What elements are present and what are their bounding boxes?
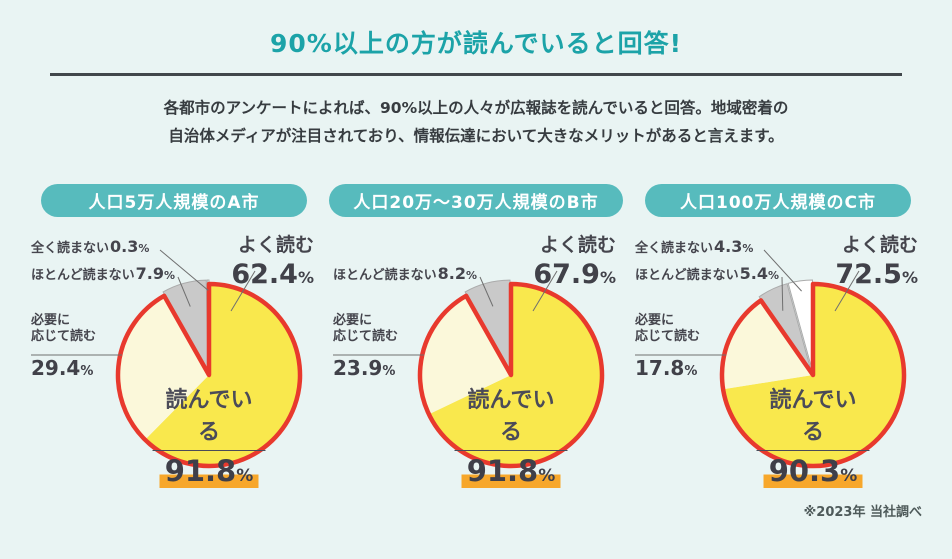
leader-line-often — [834, 270, 860, 312]
often-label-text: よく読む — [841, 234, 918, 256]
pie-slice-sometimes — [118, 295, 209, 440]
chart-b-pie-area: % ほとんど読まない8.2% よく読む 67.9% 必要に 応じて読む 23.9… — [328, 227, 624, 499]
pie-slice-rarely — [162, 279, 209, 372]
leader-line-rarely — [479, 276, 494, 307]
never-label-value: 4.3 — [714, 237, 743, 256]
chart-c-city-badge: 人口100万人規模のC市 — [645, 184, 911, 217]
description-line-1: 各都市のアンケートによれば、90%以上の人々が広報誌を読んでいると回答。地域密着… — [163, 99, 789, 117]
charts-row: 人口5万人規模のA市 全く読まない0.3% ほとんど読まない7.9% よく読む … — [0, 184, 952, 499]
label-often-a: よく読む 62.4% — [231, 230, 314, 290]
percent-sign: % — [297, 268, 314, 287]
leader-line-never — [159, 249, 209, 291]
label-often-c: よく読む 72.5% — [835, 230, 918, 290]
chart-b-city-badge: 人口20万〜30万人規模のB市 — [329, 184, 623, 217]
rarely-label-text: ほとんど読まない — [333, 268, 437, 283]
title-divider — [50, 73, 902, 76]
percent-sign: % — [80, 364, 94, 379]
description: 各都市のアンケートによれば、90%以上の人々が広報誌を読んでいると回答。地域密着… — [0, 94, 952, 150]
sometimes-label-line2: 応じて読む — [31, 329, 97, 344]
percent-sign: % — [163, 269, 175, 282]
rarely-label-value: 7.9 — [135, 264, 164, 283]
percent-sign: % — [138, 242, 150, 255]
percent-sign: % — [465, 269, 477, 282]
label-never-c: 全く読まない4.3% — [635, 237, 753, 256]
label-rarely-c: ほとんど読まない5.4% — [635, 264, 779, 283]
often-label-value: 62.4% — [231, 259, 314, 290]
label-never-a: 全く読まない0.3% — [31, 237, 149, 256]
pie-svg-a — [31, 249, 303, 469]
leader-line-rarely — [177, 276, 191, 307]
infographic-page: 90%以上の方が読んでいると回答! 各都市のアンケートによれば、90%以上の人々… — [0, 24, 952, 520]
rarely-label-text: ほとんど読まない — [31, 268, 135, 283]
sometimes-label-value: 29.4% — [31, 356, 94, 380]
rarely-label-text: ほとんど読まない — [635, 268, 739, 283]
often-label-text: よく読む — [539, 234, 616, 256]
leader-line-often — [230, 270, 256, 312]
label-sometimes-b: 必要に 応じて読む 23.9% — [333, 313, 398, 380]
sometimes-label-value: 17.8% — [635, 356, 698, 380]
pie-slice-often — [428, 284, 602, 466]
chart-a-pie-area: 全く読まない0.3% ほとんど読まない7.9% よく読む 62.4% 必要に 応… — [26, 227, 322, 499]
percent-sign: % — [767, 269, 779, 282]
sometimes-label-line1: 必要に — [31, 313, 71, 328]
sometimes-label-line1: 必要に — [635, 313, 675, 328]
percent-sign: % — [901, 268, 918, 287]
chart-a-city-badge: 人口5万人規模のA市 — [41, 184, 307, 217]
rarely-label-value: 8.2 — [437, 264, 466, 283]
pie-slice-never — [787, 279, 813, 372]
never-label-text: 全く読まない — [31, 241, 110, 256]
sometimes-label-line1: 必要に — [333, 313, 373, 328]
percent-sign: % — [742, 242, 754, 255]
often-label-value: 72.5% — [835, 259, 918, 290]
never-label-value: 0.3 — [110, 237, 139, 256]
pie-slice-rarely — [758, 283, 812, 372]
percent-sign: % — [684, 364, 698, 379]
page-title: 90%以上の方が読んでいると回答! — [270, 29, 682, 58]
survey-footnote: ※2023年 当社調べ — [803, 505, 922, 520]
label-sometimes-a: 必要に 応じて読む 29.4% — [31, 313, 96, 380]
label-sometimes-c: 必要に 応じて読む 17.8% — [635, 313, 700, 380]
never-label-text: 全く読まない — [635, 241, 714, 256]
leader-line-often — [532, 270, 558, 312]
pie-slice-often — [145, 284, 300, 466]
leader-line-rarely — [781, 276, 784, 311]
sometimes-label-value: 23.9% — [333, 356, 396, 380]
pie-slice-sometimes — [420, 295, 511, 415]
often-label-value: 67.9% — [533, 259, 616, 290]
chart-b-section: 人口20万〜30万人規模のB市 % ほとんど読まない8.2% よく読む 67.9… — [328, 184, 624, 499]
label-rarely-b: ほとんど読まない8.2% — [333, 264, 477, 283]
leader-line-never — [763, 249, 802, 292]
description-line-2: 自治体メディアが注目されており、情報伝達において大きなメリットがあると言えます。 — [168, 127, 784, 145]
pie-slice-sometimes — [722, 300, 813, 390]
label-often-b: よく読む 67.9% — [533, 230, 616, 290]
rarely-label-value: 5.4 — [739, 264, 768, 283]
chart-a-section: 人口5万人規模のA市 全く読まない0.3% ほとんど読まない7.9% よく読む … — [26, 184, 322, 499]
chart-c-pie-area: 全く読まない4.3% ほとんど読まない5.4% よく読む 72.5% 必要に 応… — [630, 227, 926, 499]
pie-svg-c — [635, 249, 907, 469]
percent-sign: % — [599, 268, 616, 287]
sometimes-label-line2: 応じて読む — [333, 329, 399, 344]
often-label-text: よく読む — [237, 234, 314, 256]
percent-sign: % — [382, 364, 396, 379]
label-rarely-a: ほとんど読まない7.9% — [31, 264, 175, 283]
sometimes-label-line2: 応じて読む — [635, 329, 701, 344]
pie-slice-rarely — [464, 279, 511, 374]
chart-c-section: 人口100万人規模のC市 全く読まない4.3% ほとんど読まない5.4% よく読… — [630, 184, 926, 499]
